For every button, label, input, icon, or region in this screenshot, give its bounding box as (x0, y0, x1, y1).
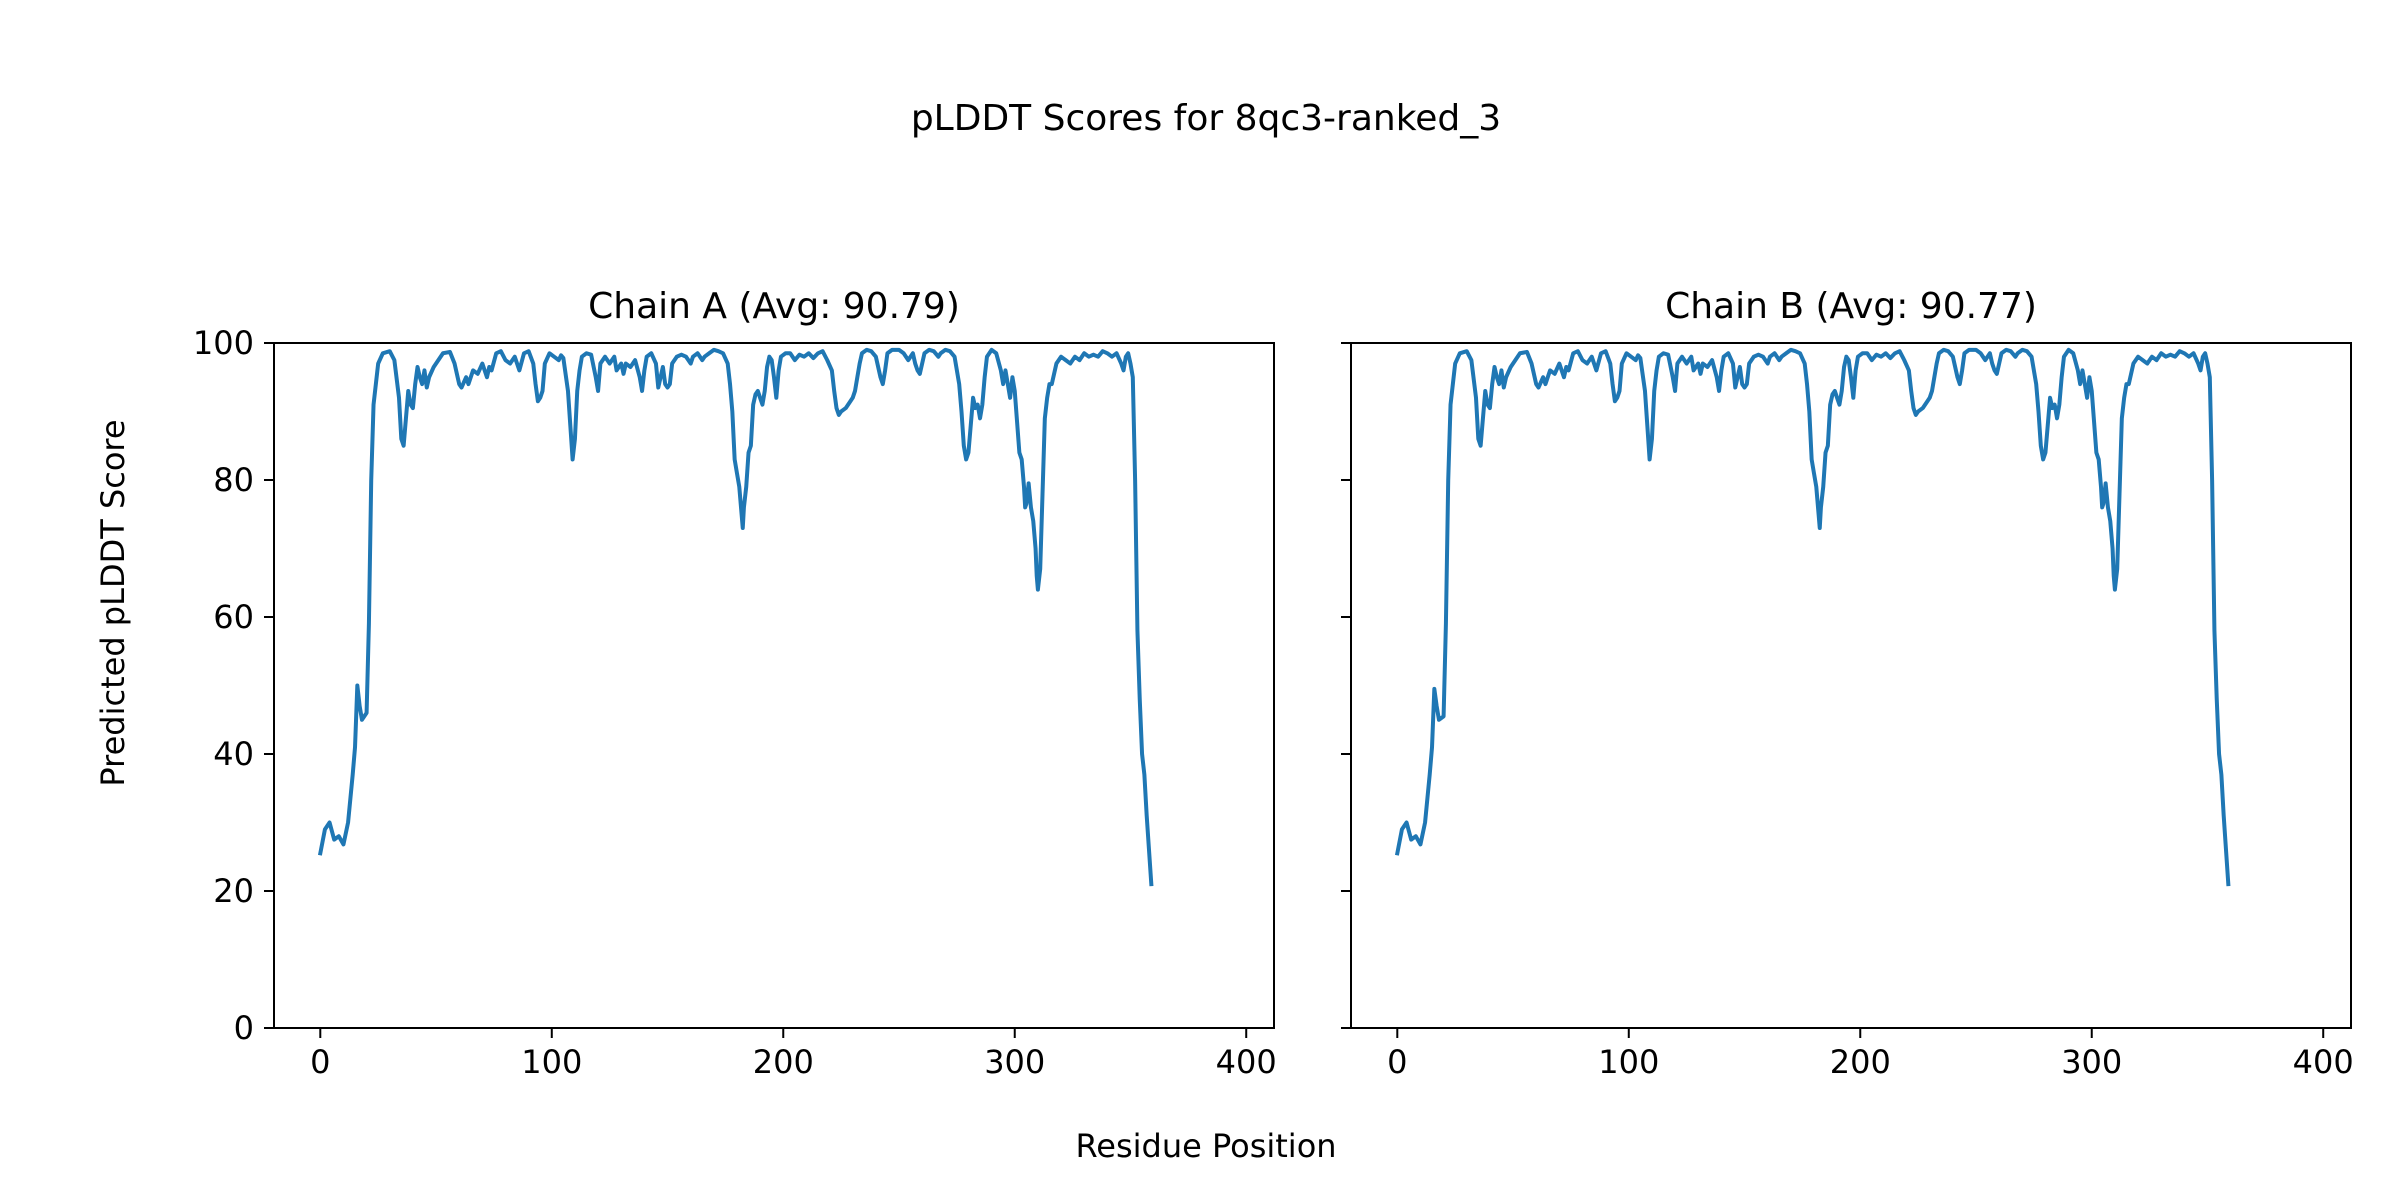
chain-b-x-tick-label: 0 (1387, 1043, 1407, 1081)
chain-a-x-tick-label: 100 (521, 1043, 582, 1081)
chain-a-panel: Chain A (Avg: 90.79) 0 100 200 300 400 0 20 40 60… (193, 286, 1277, 1081)
chain-a-series-line (317, 347, 1154, 887)
figure-title: pLDDT Scores for 8qc3-ranked_3 (911, 98, 1501, 139)
chain-b-x-tick-label: 400 (2293, 1043, 2354, 1081)
x-axis-label: Residue Position (1075, 1127, 1336, 1165)
chain-a-x-tick-label: 200 (753, 1043, 814, 1081)
chain-a-axes-frame (273, 342, 1275, 1029)
chain-a-y-tick-label: 40 (213, 735, 254, 773)
chain-a-y-tick-label: 60 (213, 598, 254, 636)
chain-a-x-tick-label: 300 (984, 1043, 1045, 1081)
chain-a-title: Chain A (Avg: 90.79) (588, 286, 960, 327)
chain-a-y-tick-label: 0 (234, 1009, 254, 1047)
chain-b-axes-frame (1350, 342, 2352, 1029)
chain-b-x-tick-label: 200 (1830, 1043, 1891, 1081)
chain-a-x-tick-label: 400 (1216, 1043, 1277, 1081)
chain-a-y-tick-label: 20 (213, 872, 254, 910)
chain-b-panel: Chain B (Avg: 90.77) 0 100 200 300 400 (1341, 286, 2354, 1081)
chain-b-title: Chain B (Avg: 90.77) (1665, 286, 2037, 327)
chain-a-x-tick-label: 0 (310, 1043, 330, 1081)
chain-a-y-tick-label: 100 (193, 324, 254, 362)
chain-a-y-tick-label: 80 (213, 461, 254, 499)
y-axis-label: Predicted pLDDT Score (94, 419, 132, 786)
chain-b-x-tick-label: 100 (1598, 1043, 1659, 1081)
chain-b-x-tick-label: 300 (2061, 1043, 2122, 1081)
chain-b-series-line (1394, 347, 2231, 887)
